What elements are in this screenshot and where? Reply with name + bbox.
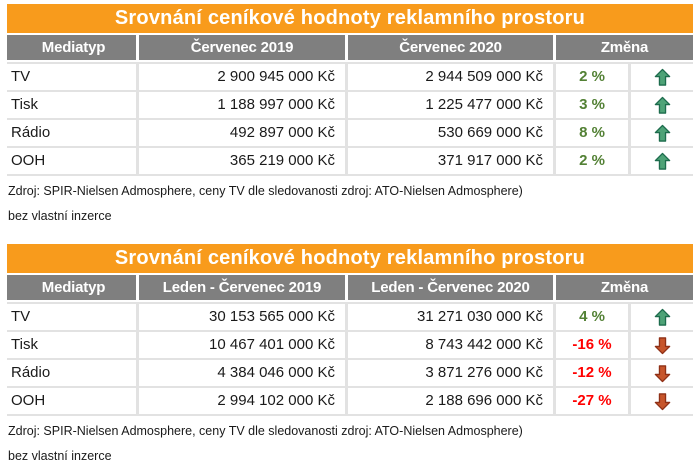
- trend-arrow-icon: [654, 152, 670, 170]
- column-header-mediatyp: Mediatyp: [7, 275, 136, 300]
- change-pct-text: 3 %: [579, 96, 605, 113]
- table-row: OOH 2 994 102 000 Kč 2 188 696 000 Kč -2…: [7, 388, 693, 414]
- cell-value-2019: 1 188 997 000 Kč: [139, 92, 345, 118]
- cell-trend: [631, 92, 693, 118]
- column-header-change: Změna: [556, 275, 693, 300]
- table-body: TV 30 153 565 000 Kč 31 271 030 000 Kč 4…: [7, 302, 693, 416]
- cell-trend: [631, 388, 693, 414]
- cell-change-pct: 2 %: [556, 148, 628, 174]
- table-header-row: Mediatyp Červenec 2019 Červenec 2020 Změ…: [7, 35, 693, 60]
- source-note-2: bez vlastní inzerce: [8, 449, 112, 463]
- column-header-period-2020: Červenec 2020: [348, 35, 553, 60]
- cell-change-pct: -12 %: [556, 360, 628, 386]
- cell-value-2020: 1 225 477 000 Kč: [348, 92, 553, 118]
- cell-trend: [631, 332, 693, 358]
- table-july-comparison: Srovnání ceníkové hodnoty reklamního pro…: [7, 0, 693, 176]
- cell-change-pct: 4 %: [556, 304, 628, 330]
- change-pct-text: 8 %: [579, 124, 605, 141]
- cell-change-pct: -16 %: [556, 332, 628, 358]
- cell-value-2020: 530 669 000 Kč: [348, 120, 553, 146]
- column-header-mediatyp: Mediatyp: [7, 35, 136, 60]
- table-header-row: Mediatyp Leden - Červenec 2019 Leden - Č…: [7, 275, 693, 300]
- table-row: OOH 365 219 000 Kč 371 917 000 Kč 2 %: [7, 148, 693, 174]
- cell-mediatyp: Rádio: [7, 360, 136, 386]
- cell-trend: [631, 360, 693, 386]
- column-header-period-2019: Leden - Červenec 2019: [139, 275, 345, 300]
- trend-arrow-icon: [654, 96, 670, 114]
- cell-value-2019: 10 467 401 000 Kč: [139, 332, 345, 358]
- cell-mediatyp: TV: [7, 304, 136, 330]
- cell-mediatyp: Tisk: [7, 332, 136, 358]
- source-note: Zdroj: SPIR-Nielsen Admosphere, ceny TV …: [8, 424, 523, 438]
- change-pct-text: -27 %: [572, 392, 612, 409]
- table-body: TV 2 900 945 000 Kč 2 944 509 000 Kč 2 %…: [7, 62, 693, 176]
- cell-value-2019: 30 153 565 000 Kč: [139, 304, 345, 330]
- cell-value-2020: 31 271 030 000 Kč: [348, 304, 553, 330]
- table-title: Srovnání ceníkové hodnoty reklamního pro…: [7, 244, 693, 273]
- trend-arrow-icon: [654, 364, 670, 382]
- cell-value-2019: 2 994 102 000 Kč: [139, 388, 345, 414]
- cell-trend: [631, 120, 693, 146]
- cell-change-pct: 3 %: [556, 92, 628, 118]
- change-pct-text: 2 %: [579, 68, 605, 85]
- trend-arrow-icon: [654, 124, 670, 142]
- cell-mediatyp: Rádio: [7, 120, 136, 146]
- cell-value-2020: 2 944 509 000 Kč: [348, 64, 553, 90]
- cell-value-2019: 365 219 000 Kč: [139, 148, 345, 174]
- table-row: TV 30 153 565 000 Kč 31 271 030 000 Kč 4…: [7, 304, 693, 330]
- table-row: TV 2 900 945 000 Kč 2 944 509 000 Kč 2 %: [7, 64, 693, 90]
- change-pct-text: -12 %: [572, 364, 612, 381]
- cell-mediatyp: OOH: [7, 388, 136, 414]
- cell-value-2020: 2 188 696 000 Kč: [348, 388, 553, 414]
- cell-change-pct: -27 %: [556, 388, 628, 414]
- cell-mediatyp: OOH: [7, 148, 136, 174]
- column-header-period-2019: Červenec 2019: [139, 35, 345, 60]
- cell-change-pct: 2 %: [556, 64, 628, 90]
- trend-arrow-icon: [654, 68, 670, 86]
- trend-arrow-icon: [654, 308, 670, 326]
- table-row: Rádio 4 384 046 000 Kč 3 871 276 000 Kč …: [7, 360, 693, 386]
- cell-trend: [631, 304, 693, 330]
- trend-arrow-icon: [654, 336, 670, 354]
- trend-arrow-icon: [654, 392, 670, 410]
- change-pct-text: 2 %: [579, 152, 605, 169]
- column-header-period-2020: Leden - Červenec 2020: [348, 275, 553, 300]
- table-row: Rádio 492 897 000 Kč 530 669 000 Kč 8 %: [7, 120, 693, 146]
- cell-value-2019: 2 900 945 000 Kč: [139, 64, 345, 90]
- table-row: Tisk 1 188 997 000 Kč 1 225 477 000 Kč 3…: [7, 92, 693, 118]
- cell-mediatyp: TV: [7, 64, 136, 90]
- cell-value-2020: 371 917 000 Kč: [348, 148, 553, 174]
- column-header-change: Změna: [556, 35, 693, 60]
- cell-trend: [631, 64, 693, 90]
- change-pct-text: 4 %: [579, 308, 605, 325]
- table-title: Srovnání ceníkové hodnoty reklamního pro…: [7, 4, 693, 33]
- cell-value-2019: 492 897 000 Kč: [139, 120, 345, 146]
- cell-trend: [631, 148, 693, 174]
- cell-change-pct: 8 %: [556, 120, 628, 146]
- cell-value-2020: 3 871 276 000 Kč: [348, 360, 553, 386]
- table-jan-july-comparison: Srovnání ceníkové hodnoty reklamního pro…: [7, 244, 693, 416]
- source-note: Zdroj: SPIR-Nielsen Admosphere, ceny TV …: [8, 184, 523, 198]
- table-row: Tisk 10 467 401 000 Kč 8 743 442 000 Kč …: [7, 332, 693, 358]
- cell-mediatyp: Tisk: [7, 92, 136, 118]
- change-pct-text: -16 %: [572, 336, 612, 353]
- cell-value-2019: 4 384 046 000 Kč: [139, 360, 345, 386]
- cell-value-2020: 8 743 442 000 Kč: [348, 332, 553, 358]
- source-note-2: bez vlastní inzerce: [8, 209, 112, 223]
